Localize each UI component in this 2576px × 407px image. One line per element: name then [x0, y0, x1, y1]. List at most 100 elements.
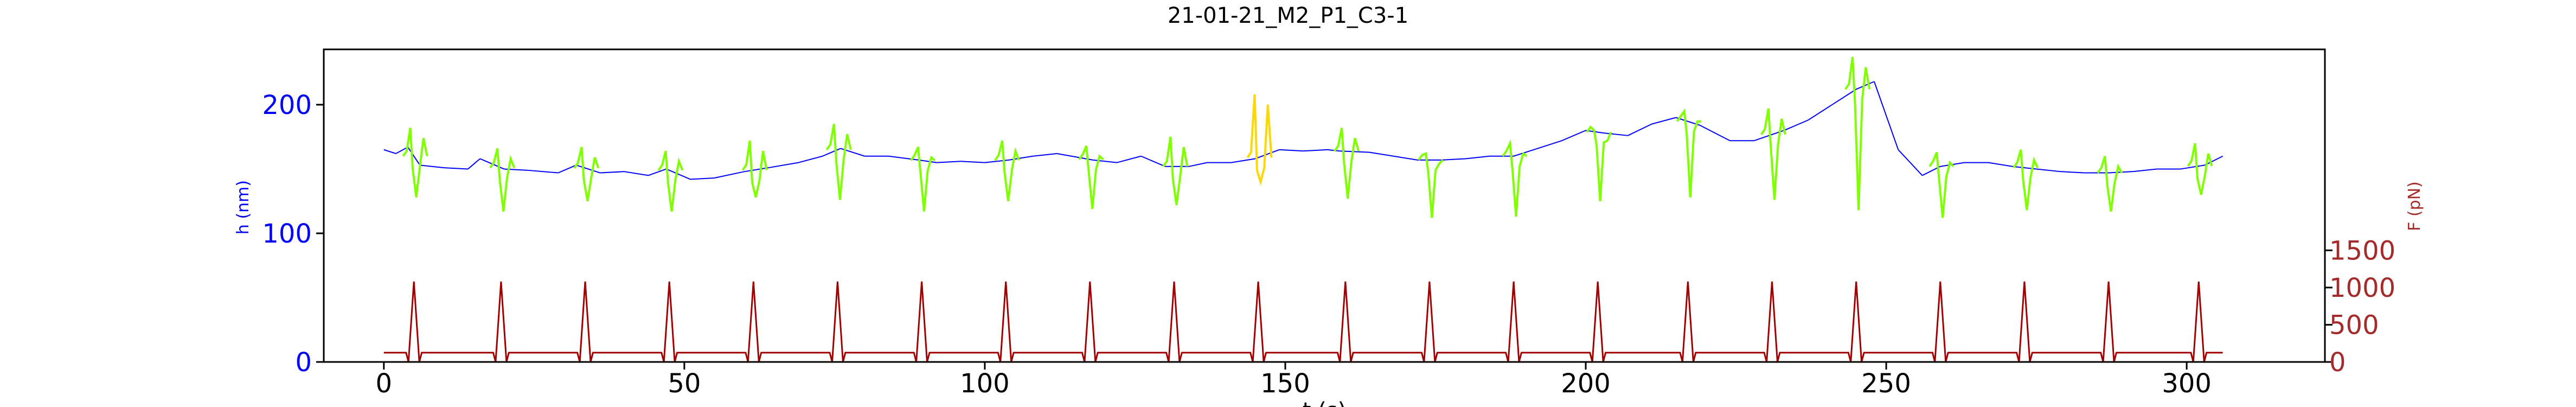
pulse-spikes	[402, 56, 2213, 218]
y-right-tick-label: 1000	[2329, 273, 2395, 303]
height-line-segment	[1327, 149, 1340, 152]
y-right-tick-label: 0	[2329, 347, 2346, 378]
pulse-spike	[573, 147, 600, 202]
height-line-segment	[624, 171, 649, 176]
height-line-segment	[937, 161, 961, 163]
height-line-segment	[1651, 117, 1676, 125]
height-line-segment	[1140, 155, 1165, 167]
height-line-segment	[2060, 171, 2085, 174]
pulse-spike	[657, 150, 684, 212]
height-line-segment	[528, 169, 559, 174]
height-line-segment	[1873, 81, 1899, 150]
height-line-segment	[1189, 162, 1208, 167]
x-tick-label: 0	[376, 368, 393, 399]
pulse-spike	[1078, 145, 1104, 209]
pulse-spike	[489, 148, 516, 212]
pulse-spike	[1676, 108, 1701, 198]
pulse-spike	[1246, 94, 1273, 186]
height-line-segment	[1465, 155, 1490, 160]
height-line-segment	[1898, 149, 1923, 176]
x-tick-label: 100	[960, 368, 1010, 399]
height-line-segment	[1561, 130, 1586, 142]
height-series	[383, 81, 2223, 180]
height-line-segment	[1988, 162, 2013, 167]
height-line-segment	[918, 159, 937, 163]
height-line-segment	[420, 164, 444, 169]
y-left-tick-label: 100	[262, 219, 312, 249]
x-tick-label: 50	[668, 368, 701, 399]
height-line-segment	[1393, 155, 1418, 161]
height-line-segment	[1033, 153, 1057, 157]
height-line-segment	[2036, 168, 2061, 173]
plot-frame	[323, 48, 2326, 363]
height-line-segment	[960, 161, 985, 163]
height-line-segment	[1513, 148, 1538, 157]
pulse-spike	[1928, 151, 1955, 218]
height-line-segment	[1831, 88, 1857, 105]
height-line-segment	[2180, 164, 2205, 170]
x-tick-label: 200	[1561, 368, 1611, 399]
y-right-tick-label: 1500	[2329, 236, 2395, 266]
height-line-segment	[1255, 149, 1280, 160]
height-line-segment	[1784, 119, 1809, 131]
y-axis-label-left: h (nm)	[234, 180, 253, 234]
height-line-segment	[666, 168, 691, 180]
height-line-segment	[1369, 151, 1394, 157]
height-line-segment	[558, 164, 576, 174]
y-left-tick-label: 0	[295, 347, 312, 378]
x-tick-label: 250	[1861, 368, 1911, 399]
height-line-segment	[744, 167, 769, 173]
height-line-segment	[648, 168, 667, 176]
height-line-segment	[467, 158, 480, 170]
height-line-segment	[714, 171, 745, 179]
height-line-segment	[1856, 81, 1875, 90]
height-line-segment	[822, 148, 841, 157]
force-line	[383, 281, 2223, 363]
height-line-segment	[984, 159, 1009, 163]
height-line-segment	[1700, 124, 1731, 142]
height-line-segment	[1093, 159, 1117, 163]
height-line-segment	[383, 149, 396, 154]
height-line-segment	[1009, 155, 1033, 161]
pulse-spike	[1418, 152, 1444, 218]
y-left-tick-label: 200	[262, 90, 312, 120]
pulse-spike	[1502, 139, 1528, 217]
x-tick-label: 300	[2162, 368, 2212, 399]
height-line-segment	[1604, 132, 1628, 136]
height-line-segment	[1279, 149, 1304, 152]
pulse-spike	[2187, 143, 2213, 195]
height-line-segment	[576, 164, 601, 174]
height-line-segment	[690, 177, 715, 180]
y-right-tick-label: 500	[2329, 310, 2379, 340]
height-line-segment	[888, 155, 919, 161]
force-series	[383, 281, 2223, 363]
height-line-segment	[798, 155, 823, 163]
pulse-spike	[1844, 56, 1871, 211]
height-line-segment	[600, 171, 625, 174]
chart-title: 21-01-21_M2_P1_C3-1	[1168, 3, 1408, 28]
height-line-segment	[1537, 140, 1562, 149]
height-line-segment	[1441, 158, 1466, 161]
height-line-segment	[444, 167, 468, 170]
pulse-spike	[825, 124, 852, 200]
height-line-segment	[407, 147, 421, 166]
height-line-segment	[395, 147, 408, 154]
pulse-spike	[909, 147, 936, 212]
height-line-segment	[1808, 104, 1832, 121]
x-axis-label: t (s)	[1303, 398, 1346, 407]
y-axis-label-right: F (pN)	[2405, 181, 2424, 231]
height-line-segment	[768, 162, 799, 169]
pulse-spike	[402, 128, 428, 198]
height-line-segment	[1303, 149, 1328, 152]
pulse-spike	[741, 141, 768, 198]
pulse-spike	[1334, 128, 1360, 199]
x-axis: 0 50 100 150 200 250 300	[376, 362, 2212, 399]
height-line-segment	[1117, 155, 1142, 163]
pulse-spike	[2097, 156, 2123, 212]
pulse-spike	[1162, 136, 1189, 206]
pulse-spike	[2013, 149, 2039, 211]
x-tick-label: 150	[1260, 368, 1310, 399]
height-line-segment	[1627, 123, 1652, 136]
pulse-spike	[1586, 125, 1612, 201]
